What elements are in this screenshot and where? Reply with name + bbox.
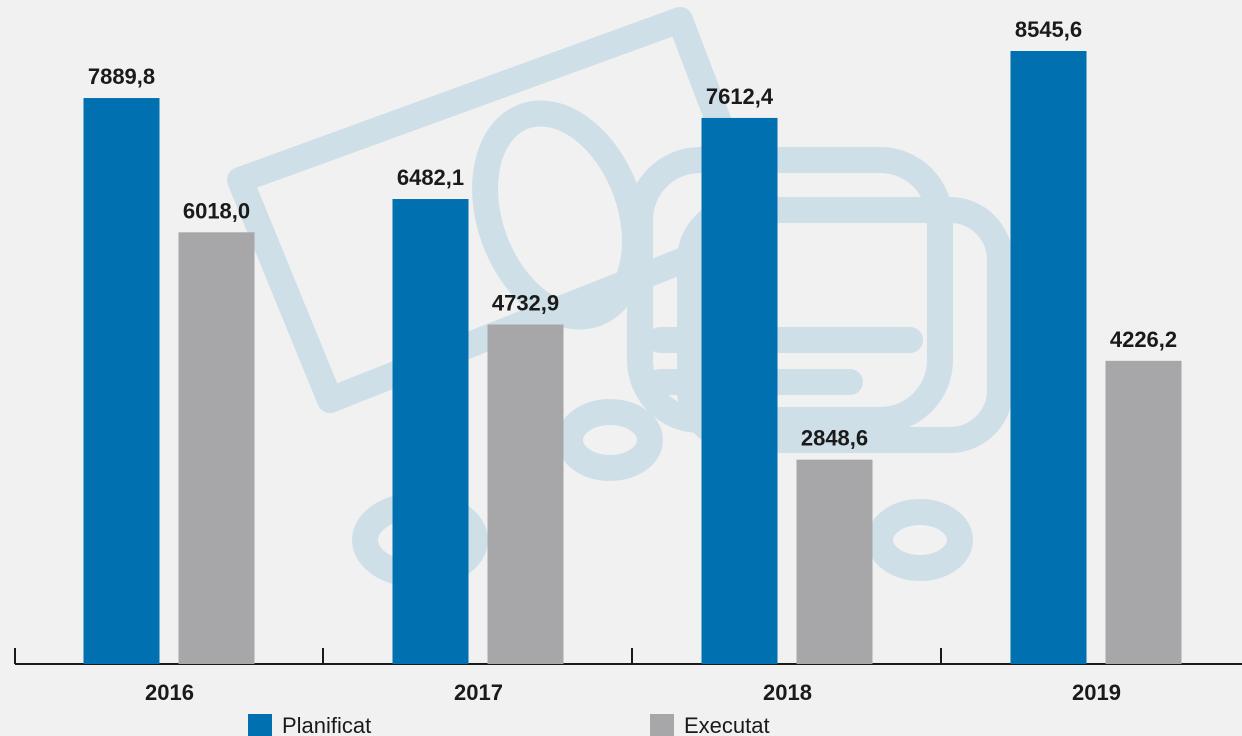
bar: [488, 324, 564, 664]
bar: [1011, 51, 1087, 664]
bar: [797, 460, 873, 664]
x-tick-label: 2017: [454, 680, 503, 705]
page: 2016 7889,8 6018,0 2017 6482,1 4732,9 2018 7612…: [0, 0, 1242, 736]
value-label: 8545,6: [1015, 17, 1082, 42]
chart: 2016 7889,8 6018,0 2017 6482,1 4732,9 2018 7612…: [0, 0, 1242, 736]
value-label: 4226,2: [1110, 327, 1177, 352]
value-label: 6018,0: [183, 198, 250, 223]
legend-swatch: [650, 714, 674, 736]
bar: [84, 98, 160, 664]
value-label: 7612,4: [706, 84, 774, 109]
legend-text: Executat: [684, 713, 770, 736]
bar: [393, 199, 469, 664]
bar: [702, 118, 778, 664]
bar: [179, 232, 255, 664]
value-label: 7889,8: [88, 64, 155, 89]
legend-swatch: [248, 714, 272, 736]
legend-text: Planificat: [282, 713, 371, 736]
x-tick-label: 2018: [763, 680, 812, 705]
value-label: 4732,9: [492, 290, 559, 315]
x-tick-label: 2016: [145, 680, 194, 705]
value-label: 2848,6: [801, 426, 868, 451]
bar: [1106, 361, 1182, 664]
value-label: 6482,1: [397, 165, 464, 190]
x-tick-label: 2019: [1072, 680, 1121, 705]
